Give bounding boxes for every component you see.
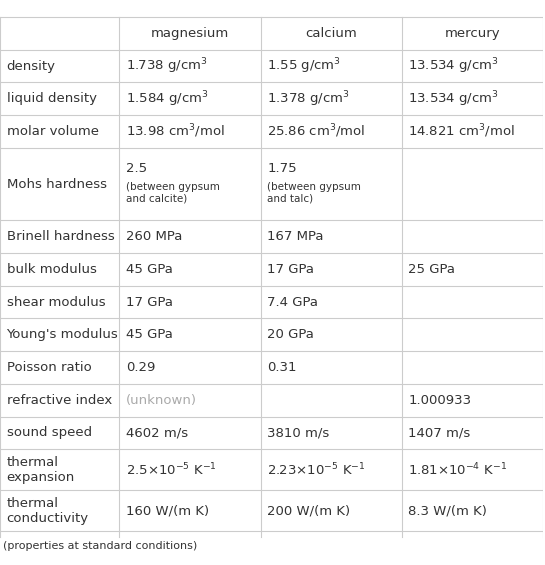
Text: 0.29: 0.29	[126, 361, 155, 374]
Text: 8.3 W/(m K): 8.3 W/(m K)	[408, 504, 487, 517]
Text: 45 GPa: 45 GPa	[126, 328, 173, 341]
Text: (between gypsum
and talc): (between gypsum and talc)	[267, 181, 361, 204]
Text: 7.4 GPa: 7.4 GPa	[267, 295, 318, 308]
Text: 1.378 g/cm$^3$: 1.378 g/cm$^3$	[267, 89, 349, 108]
Text: 2.23×10$^{-5}$ K$^{-1}$: 2.23×10$^{-5}$ K$^{-1}$	[267, 462, 366, 478]
Text: 45 GPa: 45 GPa	[126, 263, 173, 276]
Text: 1.55 g/cm$^3$: 1.55 g/cm$^3$	[267, 56, 341, 76]
Text: Poisson ratio: Poisson ratio	[7, 361, 91, 374]
Text: Brinell hardness: Brinell hardness	[7, 230, 114, 243]
Text: 25 GPa: 25 GPa	[408, 263, 455, 276]
Text: (properties at standard conditions): (properties at standard conditions)	[3, 541, 197, 551]
Text: 3810 m/s: 3810 m/s	[267, 427, 329, 440]
Text: 14.821 cm$^3$/mol: 14.821 cm$^3$/mol	[408, 123, 515, 140]
Text: 17 GPa: 17 GPa	[126, 295, 173, 308]
Text: 17 GPa: 17 GPa	[267, 263, 314, 276]
Text: molar volume: molar volume	[7, 125, 99, 138]
Text: sound speed: sound speed	[7, 427, 92, 440]
Text: mercury: mercury	[445, 27, 500, 40]
Text: 1.584 g/cm$^3$: 1.584 g/cm$^3$	[126, 89, 208, 108]
Text: 13.534 g/cm$^3$: 13.534 g/cm$^3$	[408, 56, 499, 76]
Text: 1.81×10$^{-4}$ K$^{-1}$: 1.81×10$^{-4}$ K$^{-1}$	[408, 462, 507, 478]
Text: shear modulus: shear modulus	[7, 295, 105, 308]
Text: liquid density: liquid density	[7, 92, 96, 105]
Text: 1.738 g/cm$^3$: 1.738 g/cm$^3$	[126, 56, 208, 76]
Text: Young's modulus: Young's modulus	[7, 328, 118, 341]
Text: 0.31: 0.31	[267, 361, 296, 374]
Text: density: density	[7, 59, 56, 72]
Text: (unknown): (unknown)	[126, 394, 197, 407]
Text: 1.75: 1.75	[267, 162, 297, 175]
Text: 25.86 cm$^3$/mol: 25.86 cm$^3$/mol	[267, 123, 366, 140]
Text: magnesium: magnesium	[151, 27, 229, 40]
Text: 4602 m/s: 4602 m/s	[126, 427, 188, 440]
Text: 160 W/(m K): 160 W/(m K)	[126, 504, 209, 517]
Text: 13.534 g/cm$^3$: 13.534 g/cm$^3$	[408, 89, 499, 108]
Text: thermal
expansion: thermal expansion	[7, 456, 75, 484]
Text: 167 MPa: 167 MPa	[267, 230, 324, 243]
Text: 260 MPa: 260 MPa	[126, 230, 183, 243]
Text: 2.5×10$^{-5}$ K$^{-1}$: 2.5×10$^{-5}$ K$^{-1}$	[126, 462, 217, 478]
Text: refractive index: refractive index	[7, 394, 112, 407]
Text: thermal
conductivity: thermal conductivity	[7, 497, 89, 525]
Text: Mohs hardness: Mohs hardness	[7, 177, 106, 190]
Text: calcium: calcium	[305, 27, 357, 40]
Text: 1407 m/s: 1407 m/s	[408, 427, 470, 440]
Text: bulk modulus: bulk modulus	[7, 263, 96, 276]
Text: (between gypsum
and calcite): (between gypsum and calcite)	[126, 181, 220, 204]
Text: 2.5: 2.5	[126, 162, 147, 175]
Text: 20 GPa: 20 GPa	[267, 328, 314, 341]
Text: 13.98 cm$^3$/mol: 13.98 cm$^3$/mol	[126, 123, 225, 140]
Text: 200 W/(m K): 200 W/(m K)	[267, 504, 350, 517]
Text: 1.000933: 1.000933	[408, 394, 471, 407]
